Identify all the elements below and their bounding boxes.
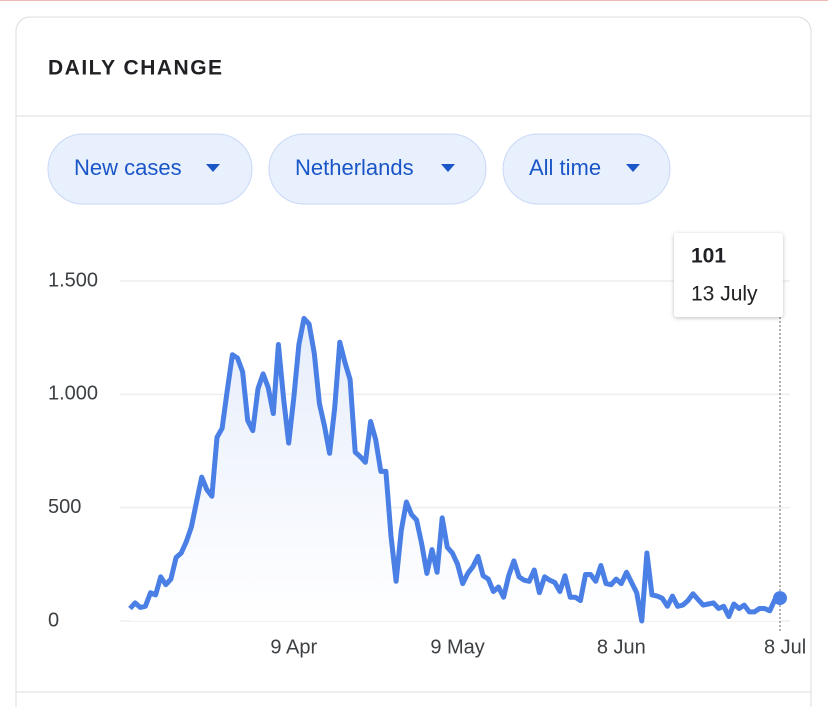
area-fill: [130, 318, 780, 621]
dropdown-arrow[interactable]: [626, 164, 640, 172]
filter-chip[interactable]: All time: [502, 133, 671, 205]
filter-chip[interactable]: New cases: [47, 133, 253, 205]
chart: 0 500 1.000 1.500 9 Apr 9 May 8 Jun 8 Jul 101 13 …: [48, 233, 806, 658]
x-tick-label: 9 May: [430, 636, 484, 658]
chip-label[interactable]: All time: [529, 155, 601, 180]
chip-label[interactable]: New cases: [74, 155, 182, 180]
x-tick-label: 8 Jun: [597, 636, 646, 658]
chip-bg[interactable]: [47, 133, 253, 205]
tooltip: 101 13 July: [674, 233, 783, 317]
filter-chip[interactable]: Netherlands: [268, 133, 487, 205]
x-tick-label: 9 Apr: [270, 636, 317, 658]
line: [128, 315, 781, 624]
point: [773, 591, 787, 606]
y-tick-label: 1.000: [48, 383, 98, 405]
x-tick-label: 8 Jul: [764, 636, 806, 658]
y-tick-label: 1.500: [48, 269, 98, 291]
dropdown-arrow[interactable]: [441, 164, 455, 172]
tooltip-box: [674, 233, 783, 317]
chip-bg[interactable]: [502, 133, 671, 205]
y-tick-label: 500: [48, 496, 81, 518]
y-tick-label: 0: [48, 609, 59, 631]
tooltip-value: 101: [691, 245, 726, 268]
chip-bg[interactable]: [268, 133, 487, 205]
chip-label[interactable]: Netherlands: [295, 155, 414, 180]
card-title: DAILY CHANGE: [48, 57, 224, 80]
tooltip-date: 13 July: [691, 283, 758, 306]
dropdown-arrow[interactable]: [206, 164, 220, 172]
